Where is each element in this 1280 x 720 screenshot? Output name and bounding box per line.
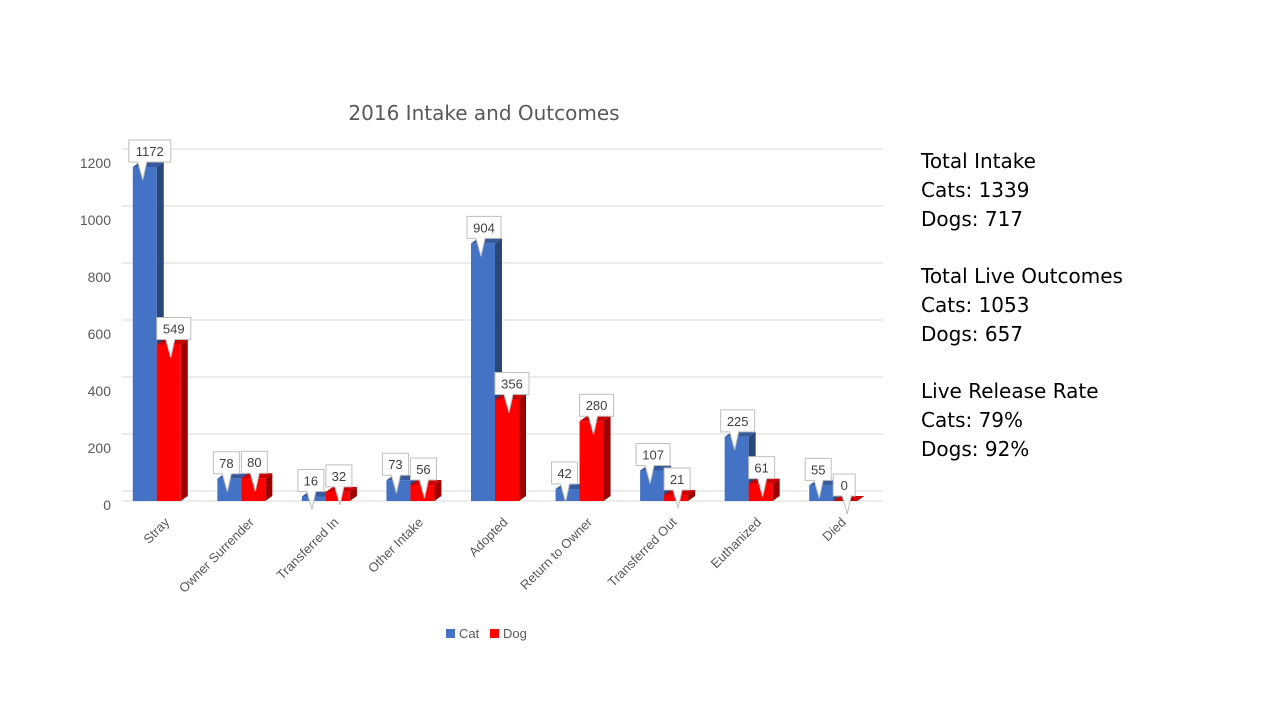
data-label: 280 (579, 393, 615, 435)
y-tick-label: 200 (88, 440, 112, 456)
data-label: 21 (663, 467, 691, 509)
svg-text:107: 107 (642, 448, 664, 463)
data-label: 0 (832, 473, 856, 515)
total-intake-dogs: Dogs: 717 (921, 206, 1024, 231)
legend-item-cat: Cat (446, 626, 480, 641)
live-outcomes-heading: Total Live Outcomes (921, 264, 1123, 289)
legend: Cat Dog (446, 626, 527, 641)
svg-text:73: 73 (388, 457, 402, 472)
x-category-label: Euthanized (708, 515, 765, 572)
release-rate-cats: Cats: 79% (921, 408, 1024, 433)
data-label: 356 (494, 372, 530, 413)
svg-text:904: 904 (473, 220, 495, 235)
total-intake-cats: Cats: 1339 (921, 177, 1030, 202)
svg-text:42: 42 (557, 466, 571, 481)
data-label: 32 (325, 464, 353, 506)
x-category-label: Return to Owner (517, 514, 596, 593)
svg-text:280: 280 (586, 398, 608, 413)
svg-text:78: 78 (219, 456, 233, 471)
release-rate-heading: Live Release Rate (921, 379, 1099, 404)
data-label: 73 (381, 452, 409, 494)
live-outcomes-cats: Cats: 1053 (921, 292, 1030, 317)
data-label: 904 (466, 215, 502, 257)
bar-dog (410, 480, 442, 501)
x-category-label: Other Intake (365, 515, 426, 576)
legend-item-dog: Dog (490, 626, 527, 641)
data-label: 78 (212, 451, 240, 492)
data-label: 549 (156, 317, 192, 358)
svg-text:80: 80 (247, 455, 261, 470)
x-axis: Stray Owner Surrender Transferred In Other … (140, 514, 849, 596)
x-category-label: Adopted (466, 515, 511, 560)
svg-text:356: 356 (501, 377, 523, 392)
svg-text:32: 32 (332, 469, 346, 484)
svg-text:55: 55 (811, 462, 825, 477)
data-label: 1172 (128, 139, 172, 181)
svg-text:56: 56 (416, 462, 430, 477)
data-label: 80 (240, 450, 268, 492)
chart-title: 2016 Intake and Outcomes (348, 101, 619, 125)
x-category-label: Owner Surrender (176, 514, 258, 596)
y-tick-label: 0 (103, 497, 111, 513)
data-labels: 1172 549 78 80 16 32 73 56 904 356 42 280 107 21 225 61… (128, 139, 856, 515)
svg-text:0: 0 (841, 478, 848, 493)
y-tick-label: 600 (88, 326, 112, 342)
data-label: 42 (551, 461, 579, 503)
bar-dog (495, 394, 526, 501)
data-label: 107 (635, 443, 671, 484)
svg-text:Cat: Cat (459, 626, 480, 641)
total-intake: Total Intake Cats: 1339 Dogs: 717 (921, 147, 1123, 233)
svg-text:16: 16 (304, 473, 318, 488)
bars (132, 161, 865, 502)
data-label: 225 (720, 409, 756, 451)
live-release-rate: Live Release Rate Cats: 79% Dogs: 92% (921, 377, 1123, 463)
x-category-label: Transferred Out (605, 514, 680, 589)
x-category-label: Stray (140, 514, 172, 546)
data-label: 56 (409, 457, 437, 499)
svg-text:549: 549 (163, 322, 185, 337)
x-category-label: Transferred In (274, 515, 342, 583)
x-category-label: Died (819, 515, 849, 545)
total-intake-heading: Total Intake (921, 149, 1036, 173)
svg-text:Dog: Dog (503, 626, 527, 641)
svg-text:21: 21 (670, 472, 684, 487)
y-tick-label: 800 (88, 269, 112, 285)
release-rate-dogs: Dogs: 92% (921, 436, 1030, 461)
y-tick-label: 1000 (80, 212, 111, 228)
svg-text:225: 225 (727, 414, 749, 429)
data-label: 55 (804, 457, 832, 499)
y-tick-label: 1200 (80, 155, 111, 171)
summary-stats: Total Intake Cats: 1339 Dogs: 717 Total … (921, 147, 1123, 493)
data-label: 61 (748, 456, 776, 497)
y-tick-label: 400 (88, 383, 112, 399)
total-live-outcomes: Total Live Outcomes Cats: 1053 Dogs: 657 (921, 262, 1123, 348)
svg-text:1172: 1172 (136, 144, 164, 159)
live-outcomes-dogs: Dogs: 657 (921, 321, 1024, 346)
data-label: 16 (297, 468, 325, 510)
y-axis: 0 200 400 600 800 1000 1200 (80, 155, 111, 513)
bar-dog (579, 416, 611, 501)
bar-dog (156, 339, 188, 501)
svg-text:61: 61 (754, 461, 768, 476)
